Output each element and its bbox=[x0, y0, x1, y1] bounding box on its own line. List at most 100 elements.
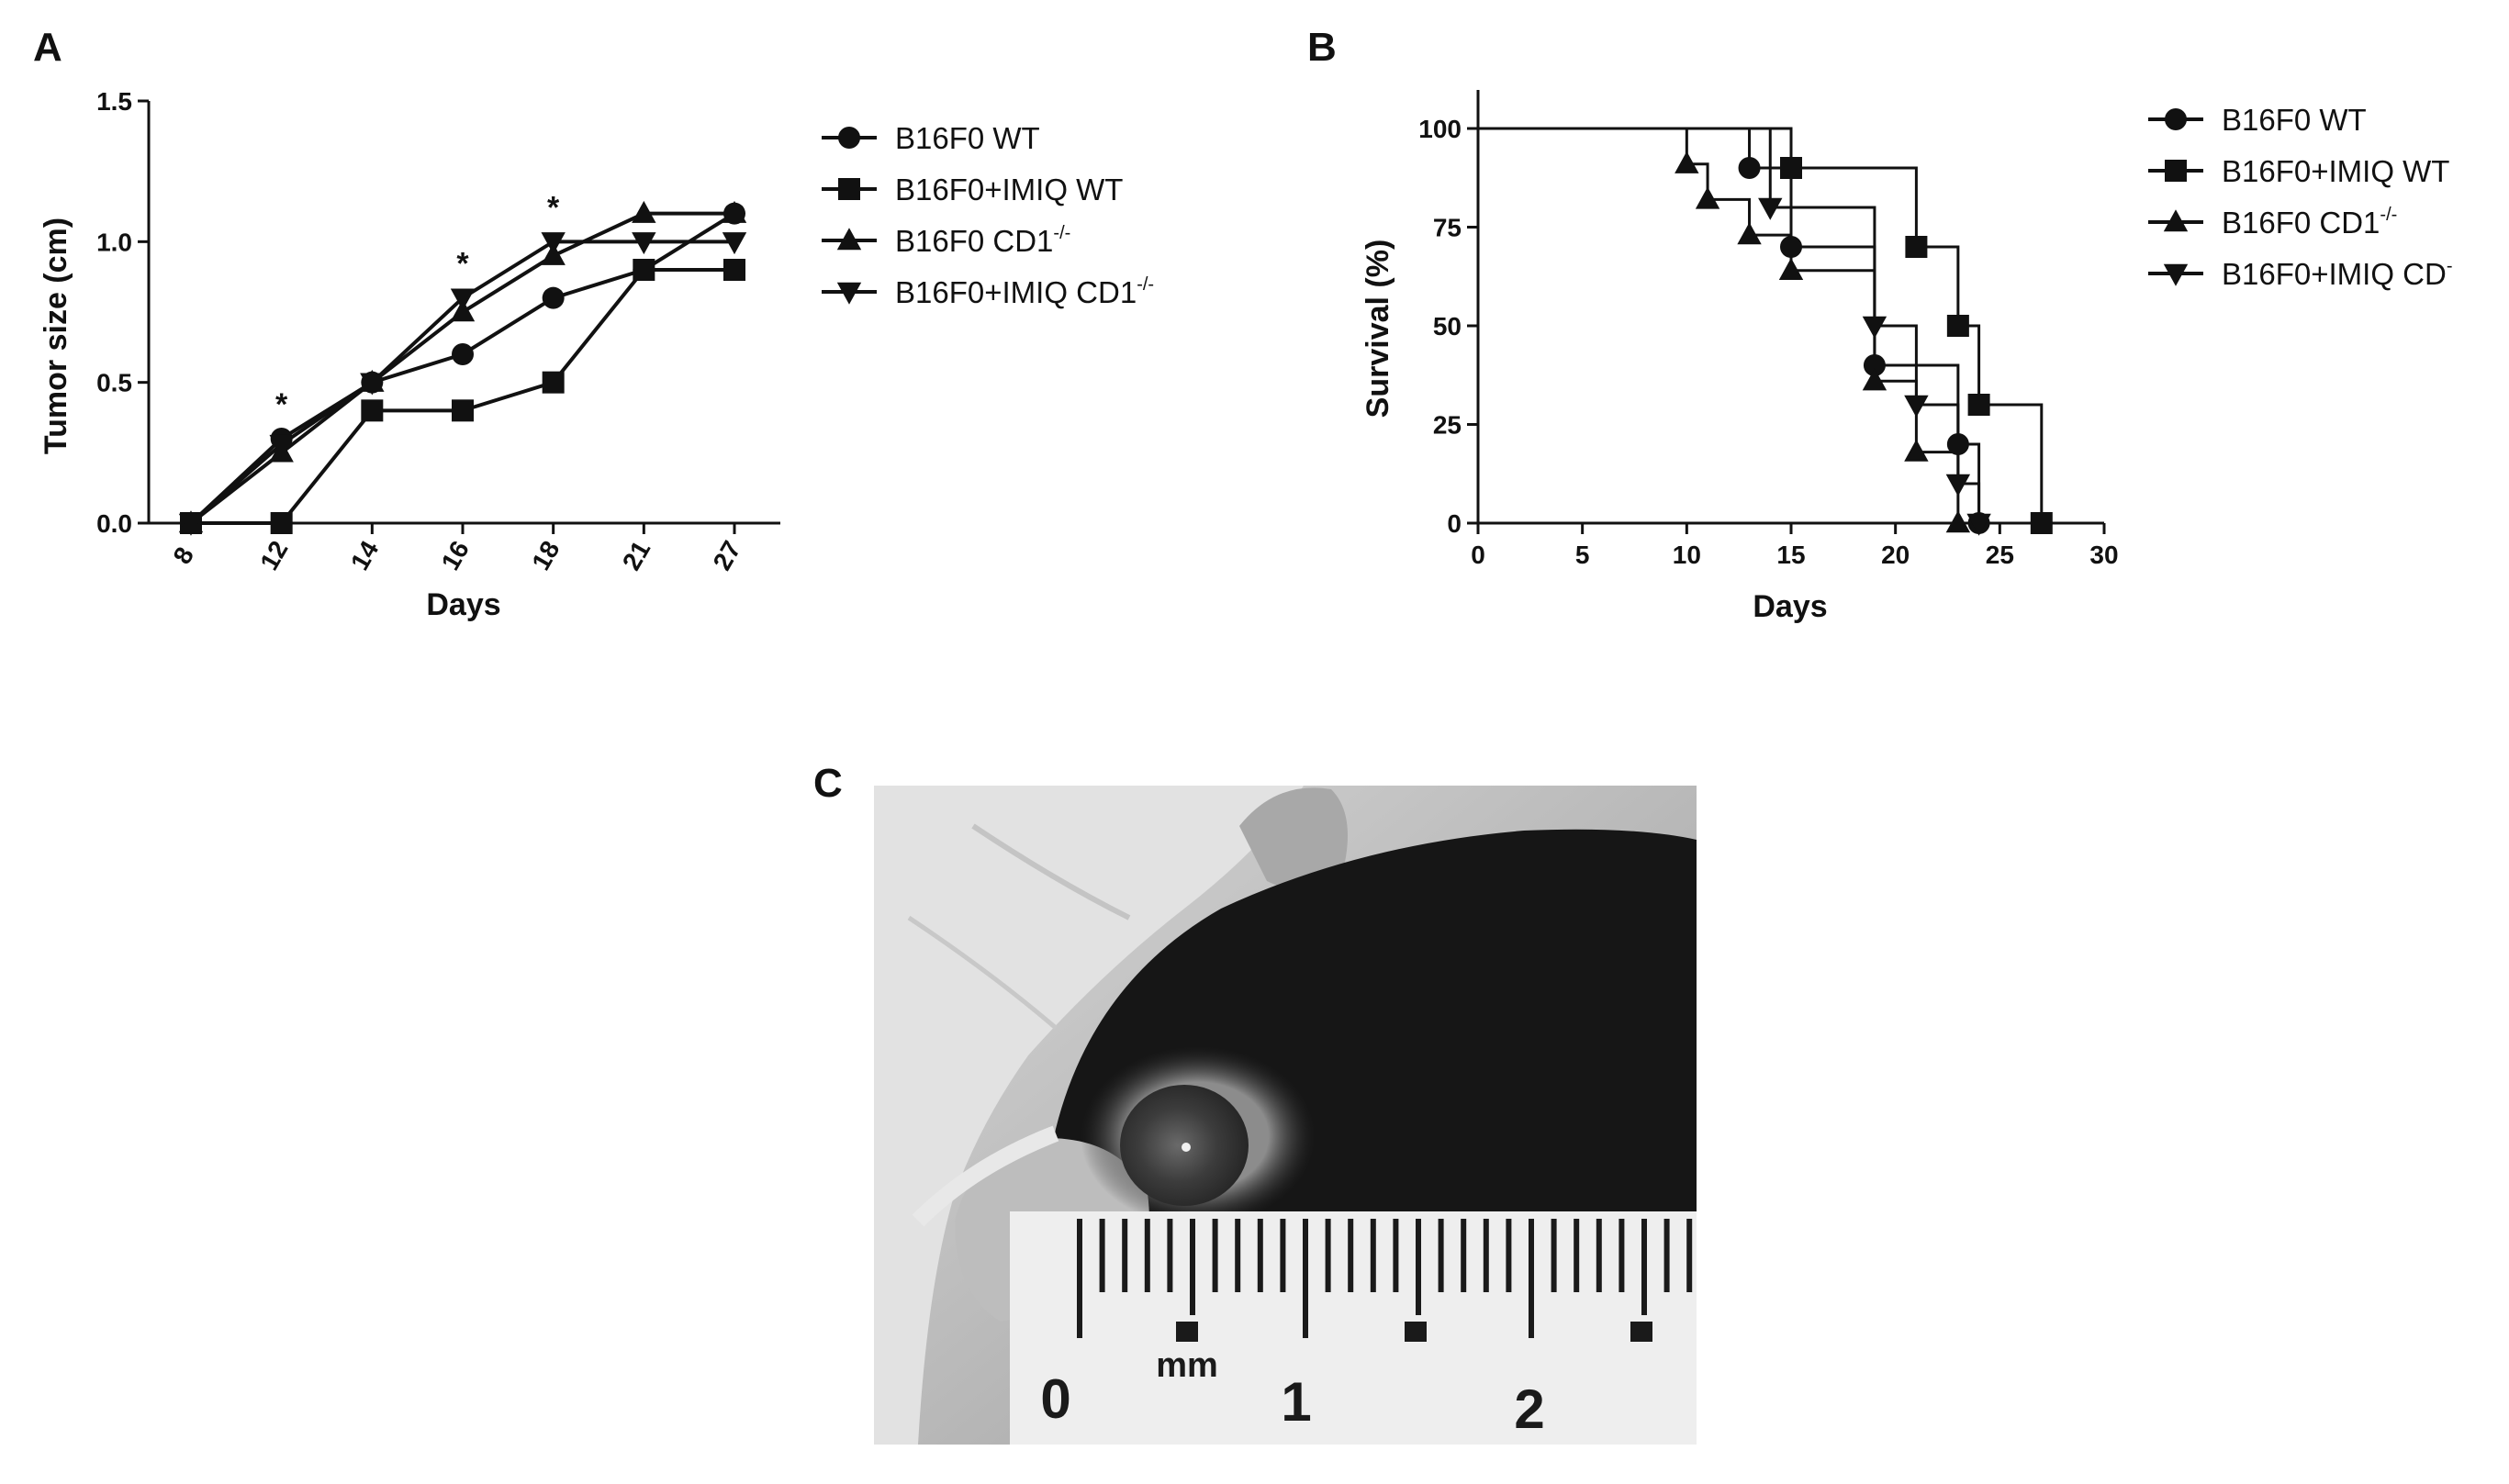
ruler-tick bbox=[1506, 1219, 1512, 1292]
point-square bbox=[1967, 394, 1990, 416]
chart-a-legend-item-2: B16F0 CD1-/- bbox=[822, 223, 1070, 258]
point-triangle-up bbox=[632, 200, 656, 223]
point-triangle-up bbox=[1737, 222, 1762, 245]
ruler-number-2: 2 bbox=[1514, 1378, 1544, 1440]
ruler-tick bbox=[1686, 1219, 1693, 1292]
ruler-ticks bbox=[1077, 1219, 1693, 1342]
point-triangle-down bbox=[541, 232, 566, 255]
y-tick-label: 25 bbox=[1433, 411, 1462, 440]
significance-marker: * bbox=[275, 387, 288, 422]
point-triangle-up bbox=[1862, 368, 1887, 391]
ruler-tick bbox=[1461, 1219, 1467, 1292]
point-triangle-down bbox=[360, 373, 385, 396]
point-triangle-down bbox=[1758, 197, 1783, 220]
ruler-tick bbox=[1596, 1219, 1602, 1292]
point-triangle-up bbox=[1904, 439, 1929, 462]
chart-a-legend-item-1: B16F0+IMIQ WT bbox=[822, 173, 1123, 206]
point-triangle-down bbox=[450, 288, 476, 311]
chart-a-x-title: Days bbox=[426, 587, 500, 622]
point-circle bbox=[1863, 354, 1886, 376]
x-tick-label: 18 bbox=[526, 536, 565, 575]
point-square bbox=[452, 399, 474, 422]
ruler-tick bbox=[1348, 1219, 1354, 1292]
series-line-triangle-down bbox=[189, 240, 734, 525]
point-triangle-up bbox=[722, 200, 747, 223]
panel-label-b: B bbox=[1307, 25, 1337, 70]
legend-marker-triangle-up bbox=[2163, 209, 2189, 232]
legend-label: B16F0 WT bbox=[2222, 103, 2367, 137]
panel-label-a: A bbox=[33, 25, 62, 70]
legend-marker-triangle-down bbox=[836, 282, 862, 305]
point-triangle-up bbox=[1695, 186, 1720, 209]
ruler-tick bbox=[1190, 1219, 1195, 1315]
legend-marker-triangle-up bbox=[836, 228, 862, 251]
ruler-tick bbox=[1257, 1219, 1263, 1292]
point-circle bbox=[1738, 157, 1761, 179]
ruler-tick bbox=[1663, 1219, 1670, 1292]
x-tick-label: 27 bbox=[708, 536, 746, 575]
x-tick-label: 15 bbox=[1776, 541, 1805, 569]
ruler-dot bbox=[1176, 1322, 1198, 1342]
chart-a-legend-item-3: B16F0+IMIQ CD1-/- bbox=[822, 274, 1154, 309]
legend-label-sup: -/- bbox=[1053, 223, 1070, 243]
ruler-tick bbox=[1483, 1219, 1489, 1292]
y-tick-label: 75 bbox=[1433, 214, 1462, 242]
point-circle bbox=[1780, 236, 1802, 258]
ruler-tick bbox=[1393, 1219, 1399, 1292]
chart-b-y-title: Survival (%) bbox=[1361, 240, 1395, 418]
point-triangle-down bbox=[722, 232, 747, 255]
ruler-tick bbox=[1303, 1219, 1308, 1338]
ruler-tick bbox=[1574, 1219, 1580, 1292]
point-circle bbox=[452, 343, 474, 365]
ruler-tick bbox=[1144, 1219, 1150, 1292]
point-square bbox=[2030, 512, 2053, 534]
legend-label: B16F0 CD1-/- bbox=[895, 223, 1070, 258]
chart-a-legend: B16F0 WT B16F0+IMIQ WT B16F0 CD1-/- B16F0+I… bbox=[822, 121, 1154, 309]
chart-b-legend: B16F0 WT B16F0+IMIQ WT B16F0 CD1-/- B16F0+I… bbox=[2148, 103, 2453, 291]
point-triangle-down bbox=[1862, 316, 1887, 339]
ruler-tick bbox=[1212, 1219, 1218, 1292]
chart-b-legend-item-0: B16F0 WT bbox=[2148, 103, 2367, 137]
legend-marker-square bbox=[2165, 160, 2187, 182]
point-circle bbox=[1946, 433, 1969, 455]
x-tick-label: 25 bbox=[1986, 541, 2014, 569]
y-tick-label: 100 bbox=[1418, 115, 1462, 143]
chart-a-legend-item-0: B16F0 WT bbox=[822, 121, 1040, 155]
glove-shape bbox=[874, 786, 1304, 1445]
legend-marker-square bbox=[838, 178, 860, 200]
legend-marker-circle bbox=[838, 127, 860, 149]
chart-b-legend-item-1: B16F0+IMIQ WT bbox=[2148, 154, 2449, 188]
x-tick-label: 12 bbox=[254, 536, 293, 575]
ruler-tick bbox=[1077, 1219, 1082, 1338]
point-square bbox=[1946, 315, 1969, 337]
point-square bbox=[361, 399, 384, 422]
ruler-tick bbox=[1438, 1219, 1444, 1292]
ruler-tick bbox=[1551, 1219, 1557, 1292]
legend-label: B16F0+IMIQ WT bbox=[895, 173, 1123, 206]
significance-marker: * bbox=[547, 190, 560, 225]
point-square bbox=[723, 259, 745, 281]
ruler-tick bbox=[1529, 1219, 1534, 1338]
x-tick-label: 5 bbox=[1575, 541, 1590, 569]
legend-marker-triangle-down bbox=[2163, 263, 2189, 286]
chart-b-x-title: Days bbox=[1753, 589, 1827, 624]
x-tick-label: 30 bbox=[2089, 541, 2118, 569]
point-square bbox=[542, 371, 565, 394]
point-triangle-down bbox=[178, 513, 204, 536]
x-tick-label: 8 bbox=[167, 542, 199, 569]
point-triangle-down bbox=[269, 434, 294, 457]
chart-b-axes: 0 25 50 75 100 0 5 10 15 20 25 30 bbox=[1418, 90, 2119, 569]
legend-label-sup: - bbox=[2447, 256, 2453, 276]
legend-label: B16F0+IMIQ CD1-/- bbox=[895, 274, 1154, 309]
legend-label: B16F0 WT bbox=[895, 121, 1040, 155]
point-square bbox=[1905, 236, 1928, 258]
y-tick-label: 0.5 bbox=[96, 369, 132, 397]
point-square bbox=[270, 512, 293, 534]
x-tick-label: 14 bbox=[345, 536, 385, 575]
ruler-tick bbox=[1641, 1219, 1647, 1315]
point-square bbox=[633, 259, 655, 281]
mouse-tumor-photo: 0 1 2 mm bbox=[874, 786, 1697, 1445]
chart-b-legend-item-2: B16F0 CD1-/- bbox=[2148, 205, 2397, 240]
ruler-dot bbox=[1630, 1322, 1652, 1342]
